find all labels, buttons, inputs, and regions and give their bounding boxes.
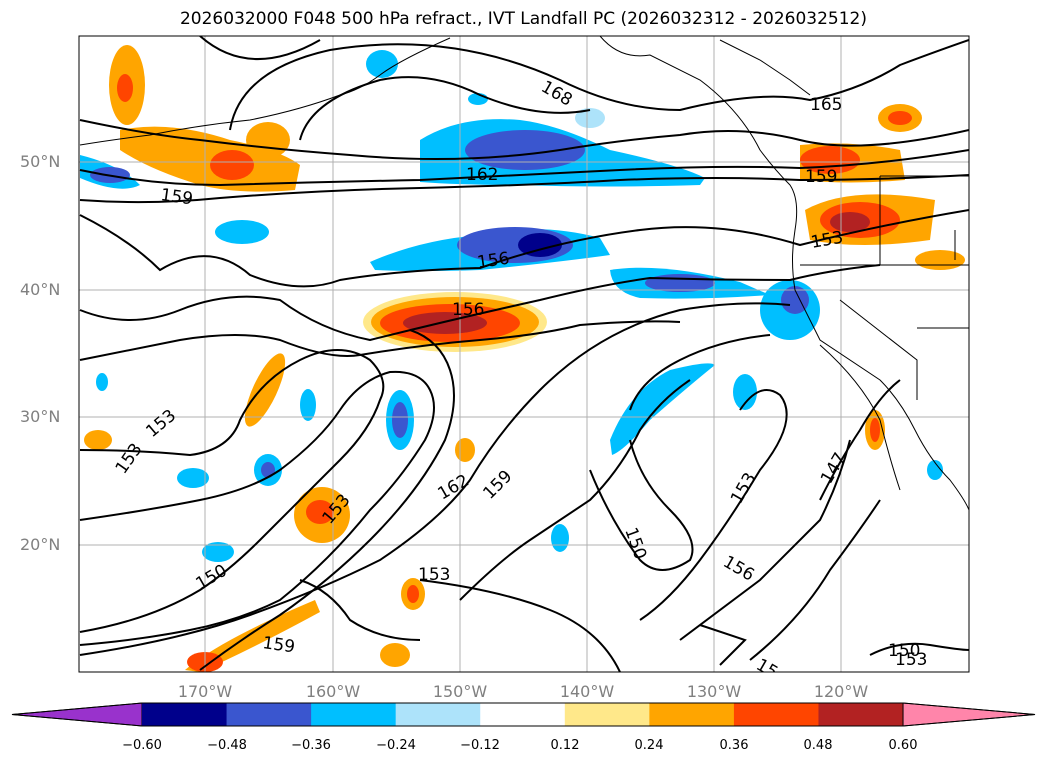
- contour-label: 162: [466, 165, 498, 185]
- colorbar-segment: [649, 703, 735, 726]
- colorbar-extension-low: [11, 702, 143, 727]
- colorbar-label: 0.24: [634, 738, 664, 753]
- contour-label: 153: [418, 565, 450, 585]
- contour-label: 159: [805, 167, 837, 187]
- colorbar-label: −0.48: [207, 738, 247, 753]
- colorbar-outline: [11, 702, 1036, 727]
- colorbar-label: 0.36: [719, 738, 749, 753]
- contour-label: 156: [452, 300, 484, 320]
- contour-lines: [79, 36, 969, 672]
- colorbar: [11, 702, 1036, 727]
- coastlines: [79, 36, 969, 511]
- colorbar-label: −0.36: [291, 738, 331, 753]
- contour-label: 153: [895, 650, 927, 670]
- colorbar-label: −0.12: [460, 738, 500, 753]
- lat-label: 50°N: [20, 152, 61, 171]
- colorbar-segment: [818, 703, 904, 726]
- colorbar-extension-high: [902, 702, 1036, 727]
- lon-label: 160°W: [305, 682, 361, 701]
- colorbar-segment: [564, 703, 650, 726]
- contour-label: 15: [753, 655, 782, 683]
- colorbar-label: −0.60: [122, 738, 162, 753]
- lon-label: 150°W: [432, 682, 488, 701]
- contour-label: 156: [720, 552, 758, 586]
- lat-label: 20°N: [20, 535, 61, 554]
- contour-label: 150: [888, 641, 920, 661]
- lon-label: 140°W: [559, 682, 615, 701]
- contour-label: 159: [159, 185, 194, 209]
- lat-label: 40°N: [20, 280, 61, 299]
- colorbar-segment: [733, 703, 819, 726]
- colorbar-segment: [142, 703, 228, 726]
- contour-label: 156: [476, 249, 511, 273]
- colorbar-label: 0.12: [550, 738, 580, 753]
- lat-label: 30°N: [20, 407, 61, 426]
- contour-label: 153: [809, 228, 844, 253]
- lat-lon-grid: [79, 36, 969, 672]
- contour-label: 153: [727, 469, 761, 507]
- colorbar-label: 0.48: [803, 738, 833, 753]
- colorbar-segment: [226, 703, 312, 726]
- contour-label: 159: [261, 633, 296, 657]
- lon-label: 130°W: [686, 682, 742, 701]
- colorbar-label: 0.60: [888, 738, 918, 753]
- contour-label: 159: [479, 466, 516, 503]
- map-title: 2026032000 F048 500 hPa refract., IVT La…: [179, 9, 867, 29]
- lon-label: 170°W: [177, 682, 233, 701]
- colorbar-segment: [480, 703, 566, 726]
- map-frame: [78, 35, 970, 673]
- lon-label: 120°W: [813, 682, 869, 701]
- contour-label: 153: [142, 406, 180, 442]
- contour-label: 165: [810, 95, 842, 115]
- colorbar-label: −0.24: [376, 738, 416, 753]
- shading-layer: [80, 45, 965, 672]
- contour-label: 153: [112, 440, 147, 478]
- contour-label: 150: [620, 525, 650, 562]
- contour-label: 150: [193, 561, 231, 595]
- colorbar-segment: [311, 703, 397, 726]
- contour-label: 168: [538, 77, 576, 111]
- colorbar-segment: [395, 703, 481, 726]
